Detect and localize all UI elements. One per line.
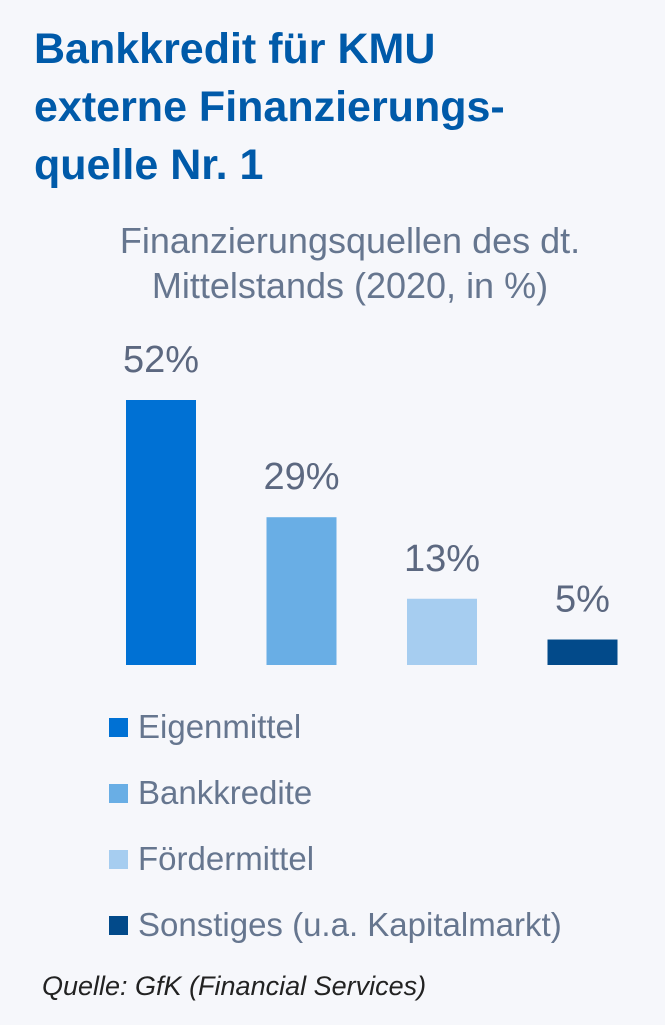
- bar-3: [407, 598, 477, 665]
- bar-chart: 52% 29% 13% 5%: [123, 339, 618, 665]
- legend-label-sonstiges: Sonstiges (u.a. Kapitalmarkt): [138, 906, 562, 943]
- legend-label-foerdermittel: Fördermittel: [138, 840, 315, 877]
- headline-line-1: Bankkredit für KMU: [34, 25, 436, 73]
- legend-swatch-eigenmittel: [109, 717, 128, 737]
- bar-value-label-1: 52%: [123, 339, 199, 381]
- legend-label-bankkredite: Bankkredite: [138, 774, 313, 811]
- legend-label-eigenmittel: Eigenmittel: [138, 708, 302, 745]
- headline-line-2: externe Finanzierungs-: [34, 83, 505, 131]
- bar-1: [126, 400, 196, 665]
- legend-item-eigenmittel: Eigenmittel: [109, 694, 562, 760]
- chart-title-line-1: Finanzierungsquellen des dt.: [119, 220, 581, 261]
- legend-item-foerdermittel: Fördermittel: [109, 826, 562, 892]
- source-note: Quelle: GfK (Financial Services): [42, 971, 427, 1001]
- legend-swatch-foerdermittel: [109, 849, 128, 869]
- bar-2: [266, 517, 337, 665]
- chart-title: Finanzierungsquellen des dt. Mittelstand…: [40, 218, 660, 308]
- legend-swatch-sonstiges: [109, 915, 128, 935]
- legend-item-bankkredite: Bankkredite: [109, 760, 562, 826]
- headline-line-3: quelle Nr. 1: [34, 141, 264, 189]
- headline: Bankkredit für KMU externe Finanzierungs…: [34, 20, 654, 194]
- bar-value-label-4: 5%: [555, 579, 610, 621]
- legend-item-sonstiges: Sonstiges (u.a. Kapitalmarkt): [109, 892, 562, 958]
- chart-title-line-2: Mittelstands (2020, in %): [151, 265, 549, 306]
- bar-4: [547, 639, 618, 665]
- bar-value-label-3: 13%: [404, 538, 480, 580]
- chart-legend: Eigenmittel Bankkredite Fördermittel Son…: [109, 694, 562, 958]
- legend-swatch-bankkredite: [109, 783, 128, 803]
- bar-value-label-2: 29%: [263, 456, 339, 498]
